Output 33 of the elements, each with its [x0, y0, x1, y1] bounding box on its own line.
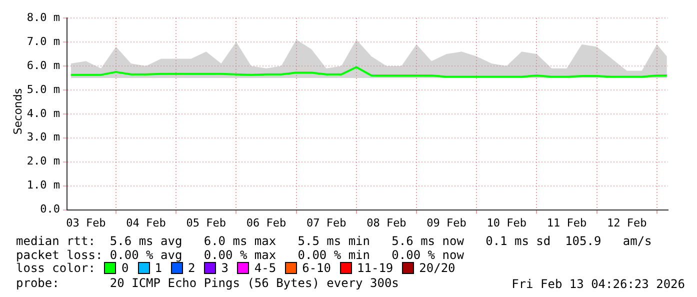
- x-tick-label: 05 Feb: [186, 216, 226, 230]
- text: probe: 20 ICMP Echo Pings (56 Bytes) every 300s: [16, 276, 399, 290]
- x-tick-label: 08 Feb: [366, 216, 406, 230]
- text: median rtt: 5.6 ms avg 6.0 ms max 5.5 ms min 5.6 ms now 0.1 ms sd 105.9 am/s: [16, 234, 652, 248]
- y-tick-label: 0.0: [40, 202, 60, 216]
- text: Fri Feb 13 04:26:23 2026: [512, 277, 685, 291]
- x-tick-label: 07 Feb: [306, 216, 346, 230]
- x-tick-label: 09 Feb: [426, 216, 466, 230]
- x-tick-label: 03 Feb: [66, 216, 106, 230]
- x-tick-label: 11 Feb: [546, 216, 587, 230]
- y-tick-label: 3.0 m: [26, 130, 60, 144]
- legend-label: 11-19: [357, 261, 394, 275]
- legend-label: 20/20: [419, 261, 456, 275]
- y-tick-label: 4.0 m: [26, 106, 60, 120]
- x-tick-label: 10 Feb: [486, 216, 527, 230]
- x-tick-label: 12 Feb: [606, 216, 647, 230]
- legend-label: 4-5: [254, 261, 276, 275]
- y-tick-label: 8.0 m: [26, 10, 60, 24]
- x-tick-label: 04 Feb: [126, 216, 166, 230]
- legend-label: 0: [121, 261, 129, 275]
- legend-label: 2: [188, 261, 196, 275]
- y-axis-title: Seconds: [12, 87, 24, 137]
- text: packet loss: 0.00 % avg 0.00 % max 0.00 % min 0.00 % now: [16, 248, 464, 262]
- legend-title: loss color:: [16, 261, 96, 275]
- legend-label: 1: [154, 261, 162, 275]
- y-tick-label: 5.0 m: [26, 82, 60, 96]
- y-tick-label: 2.0 m: [26, 154, 60, 168]
- y-tick-label: 1.0 m: [26, 178, 60, 192]
- legend-label: 6-10: [302, 261, 332, 275]
- y-tick-label: 7.0 m: [26, 34, 60, 48]
- x-tick-label: 06 Feb: [246, 216, 286, 230]
- y-tick-label: 6.0 m: [26, 58, 60, 72]
- legend-label: 3: [221, 261, 228, 275]
